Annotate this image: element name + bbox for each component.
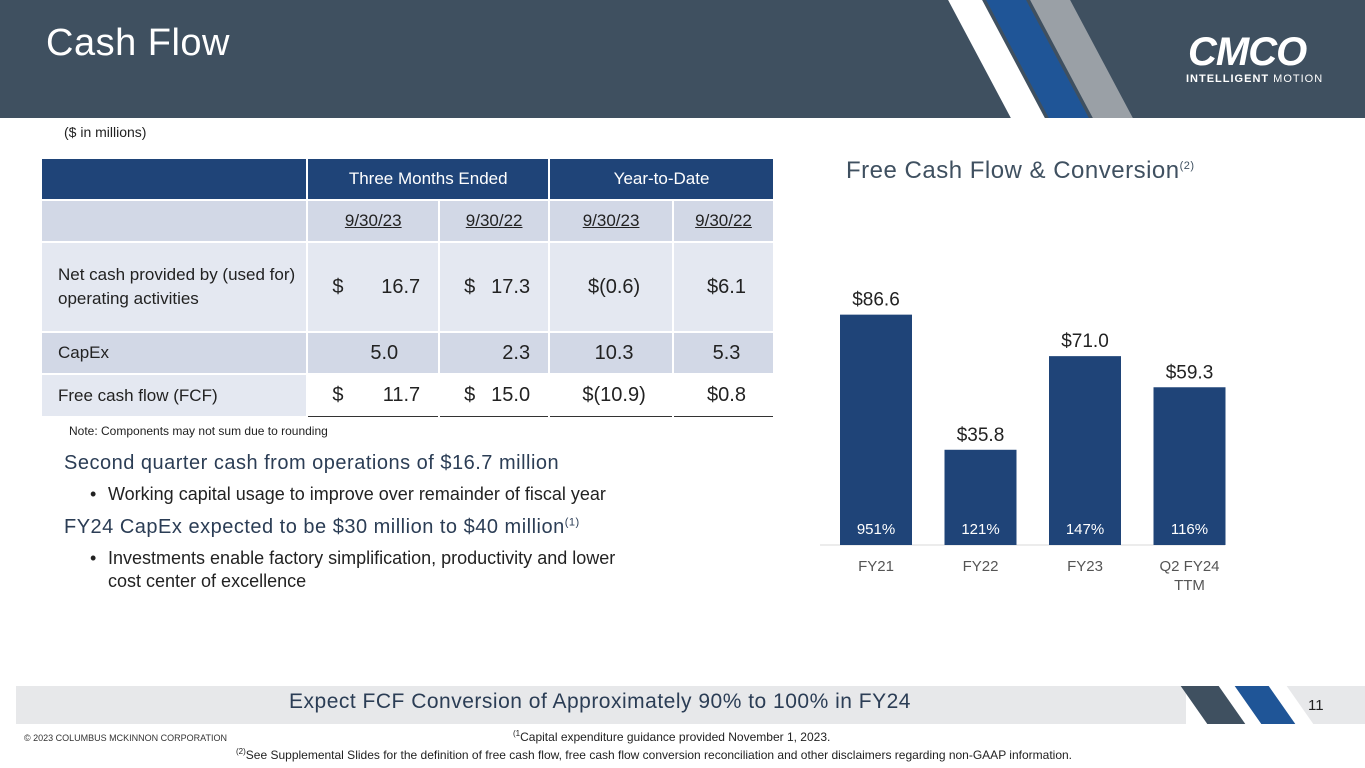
- cell-value: 10.3: [594, 341, 634, 364]
- table-cell: $6.1: [673, 241, 775, 332]
- table-cell: $17.3: [439, 241, 551, 332]
- footnote-2: (2)See Supplemental Slides for the defin…: [236, 747, 1072, 762]
- footnote-mark: (2): [236, 747, 246, 756]
- logo-tagline-light: MOTION: [1269, 73, 1324, 85]
- table-row: Free cash flow (FCF) $11.7 $15.0 $(10.9)…: [42, 373, 775, 417]
- rounding-note: Note: Components may not sum due to roun…: [69, 424, 328, 438]
- data-label: $59.3: [1166, 362, 1214, 383]
- table-cell: $(10.9): [549, 373, 675, 417]
- bar: [840, 314, 912, 545]
- logo-tagline-bold: INTELLIGENT: [1186, 73, 1270, 85]
- currency-sign: $: [464, 383, 476, 406]
- bar: [1153, 387, 1226, 545]
- group-header-ytd: Year-to-Date: [549, 159, 775, 200]
- logo-tagline: INTELLIGENT MOTION: [1186, 73, 1323, 85]
- table-corner: [42, 159, 309, 200]
- cell-value: 11.7: [382, 383, 421, 406]
- bullet-list: Second quarter cash from operations of $…: [64, 452, 704, 603]
- bullet-heading: Second quarter cash from operations of $…: [64, 452, 560, 474]
- cell-value: 17.3: [491, 275, 531, 298]
- currency-sign: $: [332, 275, 344, 298]
- company-logo: CMCO INTELLIGENT MOTION: [1186, 30, 1326, 90]
- bullet-item: Working capital usage to improve over re…: [90, 483, 704, 506]
- footnote-text: Capital expenditure guidance provided No…: [520, 730, 831, 744]
- table-row: CapEx 5.0 2.3 10.3 5.3: [42, 331, 775, 374]
- cell-value: 5.3: [712, 341, 741, 364]
- footnote-ref: (1): [564, 516, 580, 529]
- footnote-mark: (1: [513, 729, 521, 738]
- data-label: $71.0: [1061, 331, 1109, 352]
- table-cell: $(0.6): [549, 241, 675, 332]
- date-header: 9/30/22: [439, 199, 551, 242]
- data-label: $35.8: [957, 425, 1005, 446]
- x-tick-label: Q2 FY24: [1159, 558, 1219, 575]
- cash-flow-table: Three Months Ended Year-to-Date 9/30/23 …: [42, 159, 775, 417]
- table-blank-header: [42, 199, 309, 242]
- table-cell: 2.3: [439, 331, 551, 374]
- cell-value: $6.1: [707, 275, 746, 298]
- copyright: © 2023 COLUMBUS MCKINNON CORPORATION: [24, 733, 227, 743]
- table-cell: 5.0: [307, 331, 441, 374]
- table-cell: 10.3: [549, 331, 675, 374]
- cell-value: 5.0: [370, 341, 399, 364]
- cell-value: $0.8: [707, 383, 746, 406]
- bullet-heading-text: FY24 CapEx expected to be $30 million to…: [64, 516, 565, 538]
- row-label: CapEx: [42, 331, 309, 374]
- chart-title: Free Cash Flow & Conversion(2): [846, 157, 1195, 185]
- x-tick-label: FY23: [1067, 558, 1103, 575]
- row-label: Net cash provided by (used for) operatin…: [42, 241, 309, 332]
- conversion-label: 147%: [1066, 521, 1104, 538]
- table-cell: $15.0: [439, 373, 551, 417]
- x-tick-label: FY21: [858, 558, 894, 575]
- footnote-text: See Supplemental Slides for the definiti…: [245, 748, 1073, 762]
- header-bar: Cash Flow CMCO INTELLIGENT MOTION: [0, 0, 1365, 118]
- cell-value: 2.3: [502, 341, 531, 364]
- fcf-bar-chart: $86.6 951% FY21 $35.8 121% FY22 $71.0 147% FY23 $…: [820, 290, 1226, 594]
- bullet-heading: FY24 CapEx expected to be $30 million to…: [64, 516, 704, 539]
- cell-value: $(10.9): [582, 383, 646, 406]
- group-header-three-months: Three Months Ended: [307, 159, 551, 200]
- table-cell: $11.7: [307, 373, 441, 417]
- logo-word: CMCO: [1188, 30, 1307, 74]
- table-row: Net cash provided by (used for) operatin…: [42, 241, 775, 332]
- page-title: Cash Flow: [46, 22, 230, 64]
- currency-sign: $: [332, 383, 344, 406]
- cell-value: $(0.6): [587, 275, 641, 298]
- table-group-header-row: Three Months Ended Year-to-Date: [42, 159, 775, 200]
- bar: [944, 449, 1017, 545]
- row-label: Free cash flow (FCF): [42, 373, 309, 416]
- x-tick-label: TTM: [1174, 577, 1205, 594]
- data-label: $86.6: [852, 290, 900, 311]
- table-cell: $0.8: [673, 373, 775, 417]
- cell-value: 16.7: [381, 275, 421, 298]
- x-tick-label: FY22: [963, 558, 999, 575]
- footer-decor-blue: [1234, 686, 1296, 724]
- page-number: 11: [1308, 697, 1324, 714]
- conversion-label: 121%: [961, 521, 999, 538]
- conversion-label: 951%: [857, 521, 895, 538]
- table-date-header-row: 9/30/23 9/30/22 9/30/23 9/30/22: [42, 199, 775, 242]
- footer-decor-gray: [1286, 686, 1365, 724]
- currency-sign: $: [464, 275, 476, 298]
- bar: [1049, 356, 1121, 545]
- chart-title-text: Free Cash Flow & Conversion: [846, 157, 1180, 184]
- date-header: 9/30/22: [673, 199, 775, 242]
- footnote-1: (1Capital expenditure guidance provided …: [513, 729, 830, 744]
- table-cell: $16.7: [307, 241, 441, 332]
- conversion-label: 116%: [1171, 521, 1208, 538]
- units-label: ($ in millions): [64, 124, 147, 140]
- footnote-ref: (2): [1179, 160, 1195, 172]
- date-header: 9/30/23: [307, 199, 441, 242]
- cell-value: 15.0: [491, 383, 531, 406]
- footer-banner-text: Expect FCF Conversion of Approximately 9…: [289, 690, 911, 713]
- bullet-item: Investments enable factory simplificatio…: [90, 547, 628, 593]
- table-cell: 5.3: [673, 331, 775, 374]
- date-header: 9/30/23: [549, 199, 675, 242]
- footer-banner-bg: [16, 686, 1186, 724]
